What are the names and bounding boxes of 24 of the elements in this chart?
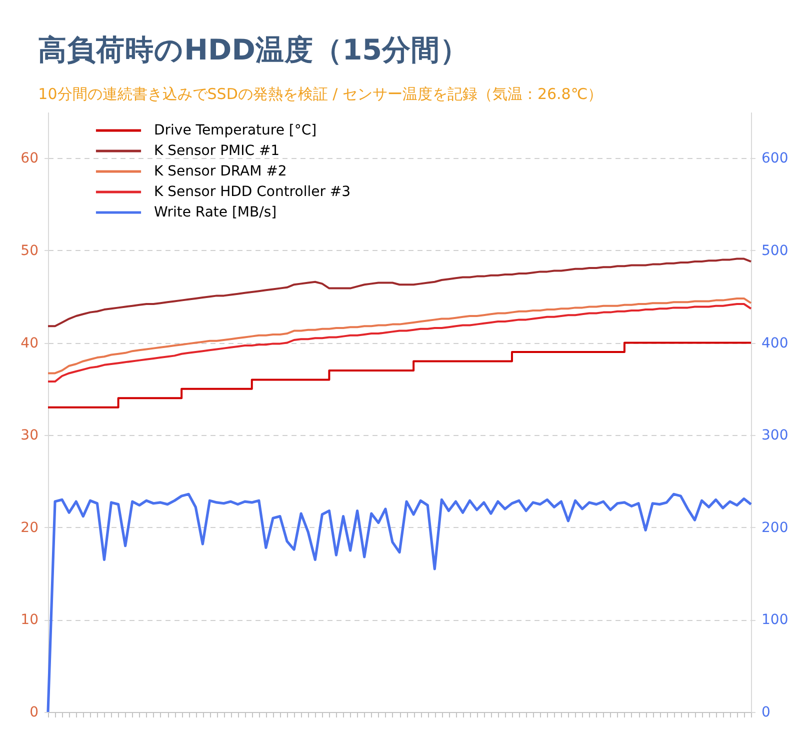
y2-tick-label: 100 [762,612,788,628]
y-tick-label: 60 [20,150,38,167]
y-tick-label: 50 [20,242,38,259]
legend-label: K Sensor HDD Controller #3 [154,184,351,200]
y-tick-label: 30 [20,428,38,444]
y2-tick-label: 500 [762,242,788,259]
y2-tick-label: 200 [762,520,788,536]
chart-title: 高負荷時のHDD温度（15分間） [38,34,470,66]
y2-tick-label: 400 [762,335,788,352]
y2-tick-label: 0 [762,704,770,720]
line-series [47,303,752,383]
y-tick-label: 20 [20,520,38,536]
y-tick-label: 0 [30,704,38,720]
y2-tick-label: 300 [762,428,788,444]
chart-subtitle: 10分間の連続書き込みでSSDの発熱を検証 / センサー温度を記録（気温：26.8℃） [38,85,603,103]
y-tick-label: 40 [20,335,38,352]
line-series [47,297,752,374]
legend-label: Write Rate [MB/s] [154,204,277,220]
y2-tick-label: 600 [762,150,788,167]
legend-label: K Sensor DRAM #2 [154,164,287,180]
legend-label: K Sensor PMIC #1 [154,143,280,159]
line-series [47,258,752,328]
y-tick-label: 10 [20,612,38,628]
legend-label: Drive Temperature [°C] [154,122,317,138]
